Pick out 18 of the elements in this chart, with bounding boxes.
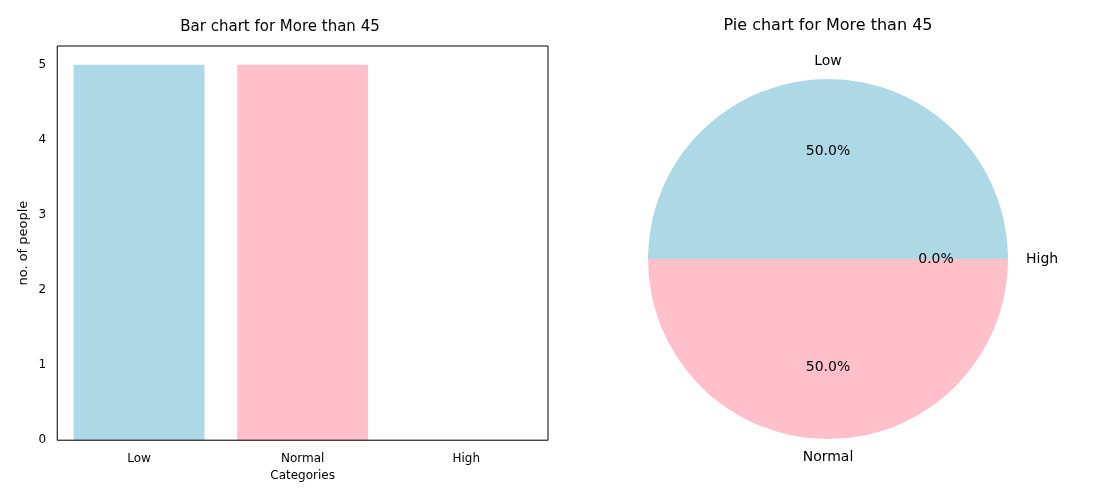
y-axis-title: no. of people — [15, 200, 31, 286]
y-tick-label: 2 — [38, 282, 47, 297]
text: 0.0% — [918, 249, 954, 266]
y-tick-label: 4 — [38, 131, 47, 146]
x-tick-label: Normal — [280, 450, 325, 465]
data-label: 50.0% — [805, 357, 851, 374]
category-label: High — [1026, 249, 1059, 266]
y-tick-label: 0 — [38, 432, 47, 447]
y-tick-label: 5 — [38, 56, 47, 71]
chart-title: Pie chart for More than 45 — [723, 14, 933, 34]
x-tick-label: Low — [127, 450, 152, 465]
chart-title: Bar chart for More than 45 — [180, 16, 380, 35]
x-tick-label: High — [452, 450, 480, 465]
data-label: 50.0% — [805, 141, 851, 158]
y-tick-label: 3 — [38, 207, 47, 222]
y-tick-label: 1 — [38, 357, 47, 372]
x-axis-title: Categories — [270, 467, 335, 482]
slice-label: Low — [814, 51, 842, 68]
